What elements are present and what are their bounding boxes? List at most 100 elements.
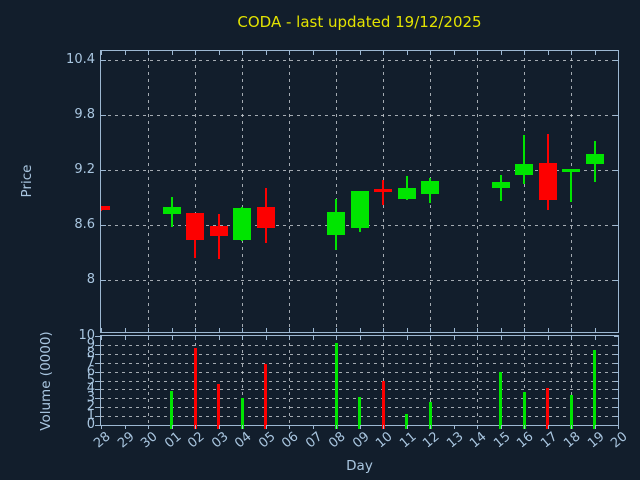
x-tick-label: 03 xyxy=(209,429,232,452)
volume-bar xyxy=(405,414,408,429)
day-tick-mark xyxy=(265,328,267,332)
candle-body xyxy=(397,188,416,200)
day-axis-label: Day xyxy=(346,458,373,474)
volume-bar xyxy=(381,381,385,429)
price-tick-mark xyxy=(613,169,618,171)
day-tick-mark xyxy=(547,51,549,55)
x-tick-label: 11 xyxy=(397,429,420,452)
volume-bar xyxy=(240,398,244,429)
day-gridline xyxy=(524,336,525,425)
day-tick-mark xyxy=(218,328,220,332)
day-tick-mark xyxy=(148,425,149,429)
candle-wick xyxy=(382,180,384,205)
volume-tick-mark xyxy=(614,380,618,382)
day-tick-mark xyxy=(124,336,126,340)
day-gridline xyxy=(289,51,290,332)
day-tick-mark xyxy=(171,51,173,55)
price-tick-mark xyxy=(613,279,618,281)
day-tick-mark xyxy=(312,51,314,55)
day-tick-mark xyxy=(453,51,455,55)
x-tick-label: 16 xyxy=(514,429,537,452)
x-tick-label: 28 xyxy=(91,429,114,452)
day-tick-mark xyxy=(101,336,102,340)
day-tick-mark xyxy=(500,336,502,340)
day-tick-mark xyxy=(101,51,102,55)
volume-plot xyxy=(95,335,619,429)
day-tick-mark xyxy=(289,336,290,340)
price-tick-label: 9.2 xyxy=(74,161,95,177)
volume-bar xyxy=(334,343,338,429)
x-tick-label: 05 xyxy=(256,429,279,452)
volume-tick-mark xyxy=(95,371,100,373)
candle-wick xyxy=(523,135,525,184)
volume-gridline xyxy=(101,344,618,346)
day-tick-mark xyxy=(171,328,173,332)
x-tick-label: 08 xyxy=(326,429,349,452)
day-tick-mark xyxy=(571,336,572,340)
day-tick-mark xyxy=(477,51,478,55)
day-tick-mark xyxy=(124,425,126,429)
candle-body xyxy=(256,206,275,228)
candle-body xyxy=(585,153,604,164)
candle-body xyxy=(421,180,439,194)
volume-tick-mark xyxy=(95,362,100,364)
price-axis-label: Price xyxy=(19,164,35,198)
price-tick-mark xyxy=(101,279,106,281)
day-tick-mark xyxy=(547,328,549,332)
volume-bar xyxy=(428,401,432,429)
volume-tick-mark xyxy=(614,362,618,364)
day-tick-mark xyxy=(383,51,384,55)
volume-tick-mark xyxy=(95,416,100,418)
price-tick-mark xyxy=(101,115,106,117)
volume-bar xyxy=(499,371,502,429)
volume-bar xyxy=(193,348,197,429)
day-tick-mark xyxy=(218,336,220,340)
day-gridline xyxy=(477,51,478,332)
day-tick-mark xyxy=(195,328,196,332)
price-tick-label: 8 xyxy=(86,271,95,287)
candle-body xyxy=(562,169,580,173)
day-tick-mark xyxy=(453,425,455,429)
x-tick-label: 09 xyxy=(350,429,373,452)
volume-tick-mark xyxy=(614,425,618,426)
day-tick-mark xyxy=(547,425,549,429)
volume-tick-mark xyxy=(614,344,618,346)
day-tick-mark xyxy=(265,425,267,429)
volume-tick-mark xyxy=(95,389,100,391)
day-gridline xyxy=(336,51,337,332)
volume-tick-mark xyxy=(614,336,618,337)
day-tick-mark xyxy=(148,328,149,332)
x-tick-label: 01 xyxy=(162,429,185,452)
volume-tick-label: 4 xyxy=(86,381,95,397)
day-tick-mark xyxy=(453,328,455,332)
day-tick-mark xyxy=(571,425,572,429)
volume-tick-mark xyxy=(614,407,618,409)
volume-gridline xyxy=(101,353,618,355)
x-tick-label: 30 xyxy=(138,429,161,452)
price-gridline xyxy=(101,169,618,171)
candle-body xyxy=(327,212,345,235)
day-tick-mark xyxy=(618,328,619,332)
x-tick-label: 10 xyxy=(373,429,396,452)
volume-tick-label: 6 xyxy=(86,363,95,379)
volume-tick-label: 8 xyxy=(86,345,95,361)
x-tick-label: 02 xyxy=(185,429,208,452)
day-gridline xyxy=(477,336,478,425)
candle-body xyxy=(233,208,251,240)
day-tick-mark xyxy=(101,328,102,332)
day-tick-mark xyxy=(242,51,243,55)
price-tick-mark xyxy=(613,224,618,226)
day-tick-mark xyxy=(336,336,337,340)
day-tick-mark xyxy=(430,328,431,332)
day-tick-mark xyxy=(500,328,502,332)
chart-title: CODA - last updated 19/12/2025 xyxy=(237,13,482,31)
day-tick-mark xyxy=(359,51,361,55)
x-tick-label: 18 xyxy=(561,429,584,452)
day-tick-mark xyxy=(500,51,502,55)
day-gridline xyxy=(242,336,243,425)
day-tick-mark xyxy=(148,51,149,55)
day-tick-mark xyxy=(289,51,290,55)
volume-gridline xyxy=(101,389,618,391)
day-gridline xyxy=(383,336,384,425)
